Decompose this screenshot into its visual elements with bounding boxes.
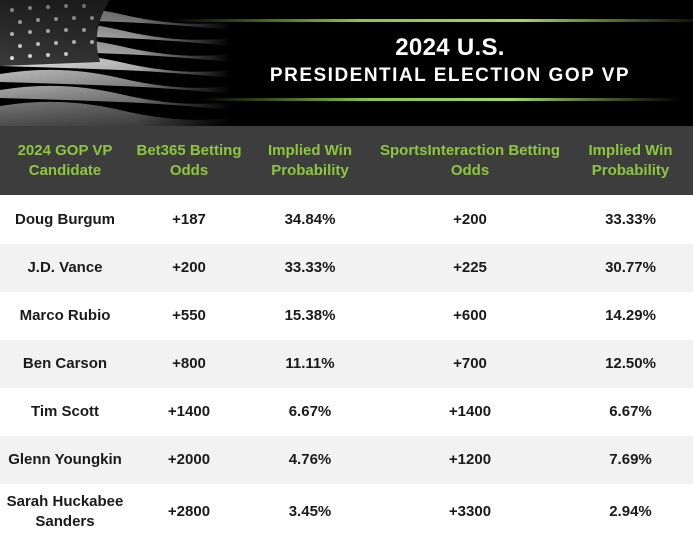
- bet365-probability: 11.11%: [285, 355, 335, 372]
- bet365-odds: +550: [172, 307, 206, 324]
- candidate-name: Marco Rubio: [19, 307, 111, 324]
- candidate-name: J.D. Vance: [27, 259, 103, 276]
- sportsinteraction-odds: +3300: [448, 503, 492, 520]
- sportsinteraction-odds: +700: [453, 355, 487, 372]
- banner-title-year: 2024 U.S.: [395, 34, 505, 61]
- sportsinteraction-odds: +200: [453, 211, 487, 228]
- bet365-probability: 3.45%: [288, 503, 332, 520]
- sportsinteraction-probability: 2.94%: [609, 503, 652, 520]
- sportsinteraction-probability: 7.69%: [609, 451, 652, 468]
- table-body: Doug Burgum +187 34.84% +200 33.33% J.D.…: [0, 196, 693, 540]
- bet365-odds: +2000: [167, 451, 211, 468]
- table-row: Marco Rubio +550 15.38% +600 14.29%: [0, 292, 693, 340]
- candidate-name: Ben Carson: [22, 355, 108, 372]
- candidate-name: Sarah Huckabee Sanders: [6, 493, 124, 530]
- table-row: Ben Carson +800 11.11% +700 12.50%: [0, 340, 693, 388]
- sportsinteraction-probability: 30.77%: [605, 259, 656, 276]
- sportsinteraction-odds: +1400: [448, 403, 492, 420]
- sportsinteraction-probability: 14.29%: [605, 307, 656, 324]
- table-row: Glenn Youngkin +2000 4.76% +1200 7.69%: [0, 436, 693, 484]
- bet365-probability: 34.84%: [284, 211, 336, 228]
- sportsinteraction-odds: +1200: [448, 451, 492, 468]
- header-candidate: 2024 GOP VP Candidate: [17, 141, 113, 179]
- header-bet365-probability: Implied Win Probability: [267, 141, 353, 179]
- candidate-name: Doug Burgum: [15, 211, 115, 228]
- table-row: J.D. Vance +200 33.33% +225 30.77%: [0, 244, 693, 292]
- bet365-probability: 33.33%: [284, 259, 336, 276]
- sportsinteraction-probability: 33.33%: [605, 211, 656, 228]
- table-row: Sarah Huckabee Sanders +2800 3.45% +3300…: [0, 484, 693, 540]
- banner-title-subtitle: PRESIDENTIAL ELECTION GOP VP: [269, 65, 631, 86]
- bet365-probability: 6.67%: [288, 403, 332, 420]
- title-banner: 2024 U.S. PRESIDENTIAL ELECTION GOP VP: [0, 0, 693, 126]
- bet365-odds: +200: [172, 259, 206, 276]
- bet365-probability: 4.76%: [288, 451, 332, 468]
- american-flag-image: [0, 0, 230, 126]
- header-bet365-odds: Bet365 Betting Odds: [136, 141, 242, 179]
- sportsinteraction-probability: 12.50%: [605, 355, 656, 372]
- bet365-odds: +2800: [167, 503, 211, 520]
- table-header-row: 2024 GOP VP Candidate Bet365 Betting Odd…: [0, 126, 693, 195]
- bet365-odds: +187: [172, 211, 206, 228]
- accent-line-top: [170, 19, 693, 22]
- bet365-odds: +800: [172, 355, 206, 372]
- sportsinteraction-odds: +225: [453, 259, 487, 276]
- candidate-name: Tim Scott: [30, 403, 100, 420]
- sportsinteraction-probability: 6.67%: [609, 403, 652, 420]
- sportsinteraction-odds: +600: [453, 307, 487, 324]
- bet365-probability: 15.38%: [284, 307, 336, 324]
- header-sportsinteraction-probability: Implied Win Probability: [588, 141, 673, 179]
- bet365-odds: +1400: [167, 403, 211, 420]
- header-sportsinteraction-odds: SportsInteraction Betting Odds: [379, 141, 560, 179]
- accent-line-bottom: [200, 98, 680, 101]
- table-row: Tim Scott +1400 6.67% +1400 6.67%: [0, 388, 693, 436]
- table-row: Doug Burgum +187 34.84% +200 33.33%: [0, 196, 693, 244]
- candidate-name: Glenn Youngkin: [8, 451, 122, 468]
